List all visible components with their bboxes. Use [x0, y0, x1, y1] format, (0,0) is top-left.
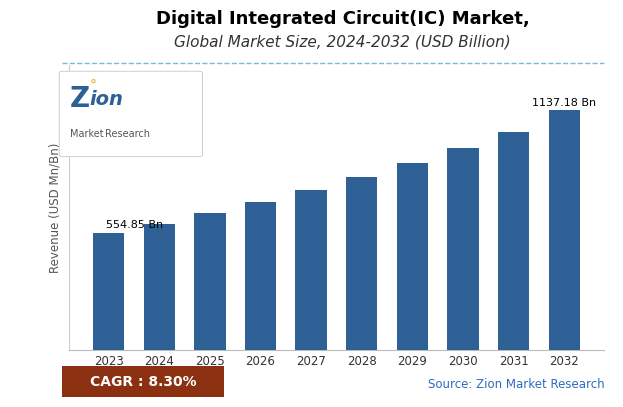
Text: CAGR : 8.30%: CAGR : 8.30% [90, 374, 197, 389]
Y-axis label: Revenue (USD Mn/Bn): Revenue (USD Mn/Bn) [49, 142, 62, 273]
Text: Research: Research [105, 129, 150, 139]
Bar [194, 213, 226, 350]
Bar [549, 110, 580, 350]
Bar [498, 131, 530, 350]
Bar [397, 163, 428, 350]
Text: Z: Z [70, 85, 90, 113]
Text: ion: ion [90, 90, 123, 109]
Text: 1137.18 Bn: 1137.18 Bn [532, 98, 596, 107]
Bar [93, 233, 124, 350]
Text: Market: Market [70, 129, 103, 139]
Bar [295, 190, 327, 350]
Text: Source: Zion Market Research: Source: Zion Market Research [427, 378, 604, 391]
Text: 554.85 Bn: 554.85 Bn [106, 221, 163, 230]
Text: Digital Integrated Circuit(IC) Market,: Digital Integrated Circuit(IC) Market, [156, 10, 530, 28]
Bar [447, 148, 478, 350]
Bar [346, 177, 378, 350]
Text: °: ° [90, 79, 97, 92]
Text: .: . [102, 129, 105, 139]
Bar [143, 223, 175, 350]
Text: Global Market Size, 2024-2032 (USD Billion): Global Market Size, 2024-2032 (USD Billi… [174, 35, 511, 50]
Bar [245, 202, 276, 350]
